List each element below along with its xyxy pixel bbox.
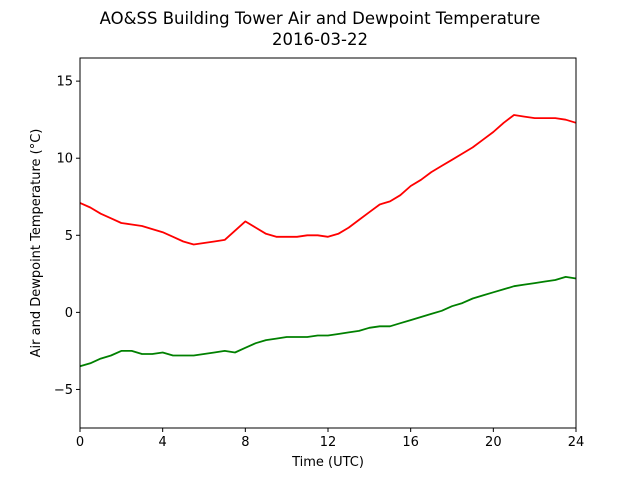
y-tick-label: −5 <box>54 383 73 398</box>
y-tick-label: 5 <box>65 229 73 244</box>
y-axis-label: Air and Dewpoint Temperature (°C) <box>29 129 44 358</box>
x-tick-label: 12 <box>320 435 337 450</box>
x-tick-label: 4 <box>159 435 167 450</box>
y-tick-label: 0 <box>65 306 73 321</box>
plot-lines <box>79 114 577 368</box>
x-tick-label: 16 <box>402 435 419 450</box>
y-tick-label: 15 <box>56 75 73 90</box>
axis-ticks: 0 4 8 12 16 20 24 −5 0 5 10 15 <box>54 75 584 450</box>
series-line-0 <box>79 114 577 246</box>
series-line-1 <box>79 276 577 368</box>
y-tick-label: 10 <box>56 152 73 167</box>
plot-area-border <box>79 57 577 429</box>
axes-frame <box>79 57 577 429</box>
x-axis-label: Time (UTC) <box>291 455 364 470</box>
chart-subtitle: 2016-03-22 <box>272 30 368 49</box>
x-tick-label: 24 <box>568 435 585 450</box>
chart-title: AO&SS Building Tower Air and Dewpoint Te… <box>100 9 541 28</box>
x-tick-label: 8 <box>241 435 249 450</box>
x-tick-label: 20 <box>485 435 502 450</box>
x-tick-label: 0 <box>76 435 84 450</box>
